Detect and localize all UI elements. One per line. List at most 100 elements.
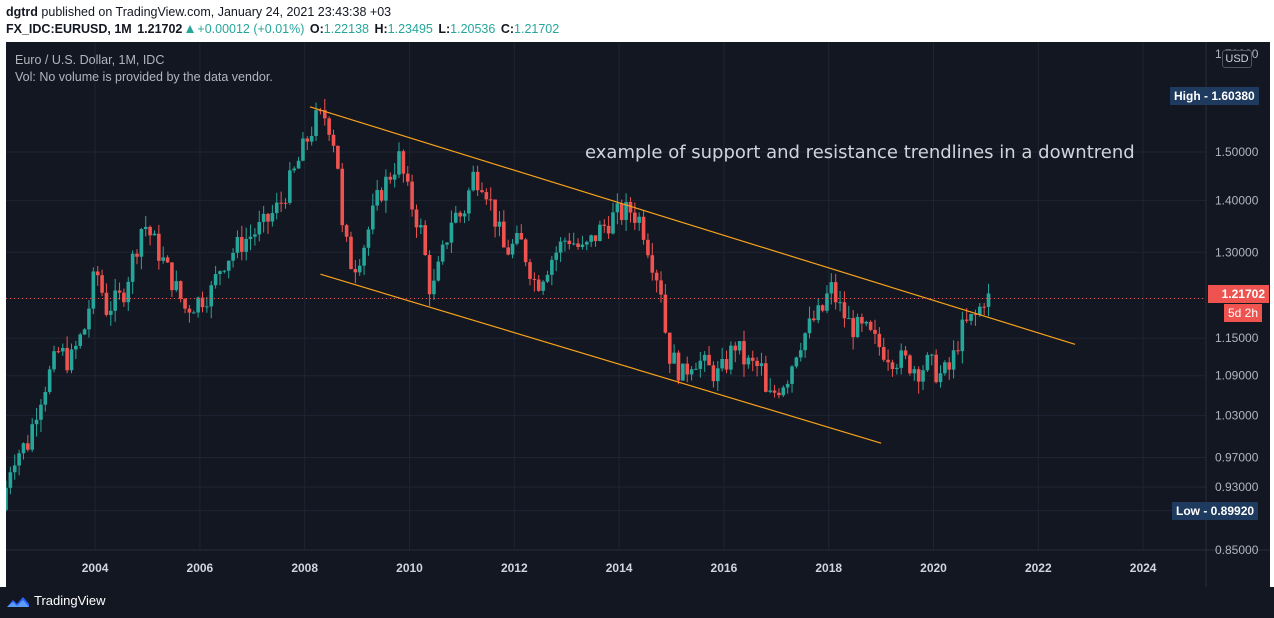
candle-body xyxy=(213,273,218,286)
candle-body xyxy=(322,110,327,119)
chart-pane[interactable]: 1.50000 1.40000 1.30000 1.15000 1.09000 1.030… xyxy=(6,42,1270,587)
candle-body xyxy=(379,190,384,201)
candles xyxy=(6,98,991,512)
candle-body xyxy=(327,118,331,135)
candle-body xyxy=(502,221,506,248)
tradingview-logo-icon[interactable] xyxy=(6,592,30,617)
candle-body xyxy=(458,212,462,217)
candle-body xyxy=(362,247,366,266)
candle-body xyxy=(571,243,576,245)
price-tick-label: 1.09000 xyxy=(1215,369,1259,383)
candle-body xyxy=(480,190,484,193)
trendline-resistance xyxy=(309,106,1076,345)
candle-body xyxy=(157,233,161,261)
candle-body xyxy=(231,252,235,261)
high-tag-value: 1.60380 xyxy=(1211,89,1255,103)
candle-body xyxy=(916,369,921,382)
candle-body xyxy=(733,345,738,351)
candle-body xyxy=(419,225,423,228)
candle-body xyxy=(87,308,91,330)
candle-body xyxy=(554,252,559,260)
candle-body xyxy=(366,229,371,248)
candle-body xyxy=(528,262,532,279)
candle-body xyxy=(305,138,310,142)
candle-body xyxy=(681,363,685,381)
candle-body xyxy=(309,135,314,142)
brand-name[interactable]: TradingView xyxy=(34,593,106,608)
candle-body xyxy=(371,205,375,230)
candle-body xyxy=(414,209,419,228)
candle-body xyxy=(174,281,179,291)
candle-body xyxy=(191,312,196,314)
candle-body xyxy=(886,359,890,363)
candle-body xyxy=(467,190,471,214)
candle-body xyxy=(130,253,135,282)
price-tick-label: 1.30000 xyxy=(1215,245,1259,259)
candle-body xyxy=(510,243,515,255)
countdown-tag: 5d 2h xyxy=(1224,304,1263,322)
candle-body xyxy=(34,419,39,425)
candle-body xyxy=(78,334,83,346)
candle-body xyxy=(126,281,131,303)
candle-body xyxy=(816,305,821,321)
candle-body xyxy=(200,297,205,308)
candle-body xyxy=(580,244,585,248)
candle-body xyxy=(440,244,445,262)
candle-body xyxy=(122,292,126,303)
candle-body xyxy=(602,224,607,226)
candle-body xyxy=(794,357,799,367)
candle-body xyxy=(261,213,266,223)
up-arrow-icon xyxy=(186,25,195,33)
chart-svg[interactable]: 1.50000 1.40000 1.30000 1.15000 1.09000 1.030… xyxy=(6,42,1270,587)
candle-body xyxy=(589,235,593,242)
candle-body xyxy=(515,233,519,244)
open-label: O: xyxy=(309,22,324,36)
candle-body xyxy=(427,254,432,295)
candle-body xyxy=(960,319,965,352)
currency-button[interactable]: USD xyxy=(1222,50,1252,68)
candle-body xyxy=(877,333,882,348)
candle-body xyxy=(82,329,87,335)
candle-body xyxy=(558,241,563,253)
candle-body xyxy=(563,240,567,242)
series-legend[interactable]: Euro / U.S. Dollar, 1M, IDC xyxy=(15,53,165,67)
candle-body xyxy=(432,280,436,295)
candle-body xyxy=(384,176,388,201)
candle-body xyxy=(715,368,720,382)
price-tick-label: 0.97000 xyxy=(1215,450,1259,464)
candle-body xyxy=(183,298,187,309)
candle-body xyxy=(694,368,698,370)
time-tick-label: 2006 xyxy=(187,561,214,575)
candle-body xyxy=(274,202,279,214)
candle-body xyxy=(895,367,899,370)
grid xyxy=(6,42,1270,587)
candle-body xyxy=(729,345,733,370)
candle-body xyxy=(890,362,895,370)
volume-note: Vol: No volume is provided by the data v… xyxy=(15,70,273,84)
candle-body xyxy=(667,332,672,364)
candle-body xyxy=(567,240,572,245)
annotation-text[interactable]: example of support and resistance trendl… xyxy=(585,142,1135,163)
candle-body xyxy=(340,168,345,226)
candle-body xyxy=(790,366,794,384)
candle-body xyxy=(52,351,56,370)
candle-body xyxy=(336,145,340,169)
candle-body xyxy=(388,176,393,180)
candle-body xyxy=(209,285,214,307)
candle-body xyxy=(47,369,52,393)
high-value: 1.23495 xyxy=(387,22,433,36)
candle-body xyxy=(873,329,877,334)
candle-body xyxy=(91,271,96,309)
chart-background xyxy=(6,42,1270,587)
author-name[interactable]: dgtrd xyxy=(6,5,38,19)
time-tick-label: 2004 xyxy=(82,561,109,575)
candle-body xyxy=(615,203,620,213)
candle-body xyxy=(912,369,917,374)
candle-body xyxy=(253,234,257,237)
candle-body xyxy=(947,362,952,370)
low-tag-label: Low xyxy=(1176,504,1200,518)
candle-body xyxy=(349,236,353,270)
candle-body xyxy=(969,313,973,321)
candle-body xyxy=(659,280,663,295)
candle-body xyxy=(449,222,454,243)
